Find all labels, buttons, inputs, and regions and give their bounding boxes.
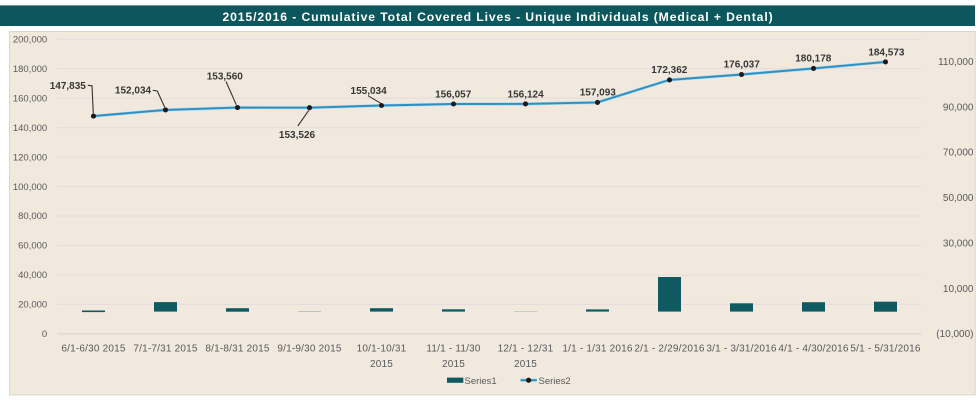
svg-text:153,560: 153,560 [207,71,244,82]
svg-text:70,000: 70,000 [943,148,974,159]
svg-text:140,000: 140,000 [13,123,47,134]
svg-text:2015: 2015 [370,359,393,370]
svg-text:2015/2016 - Cumulative Total C: 2015/2016 - Cumulative Total Covered Liv… [222,10,773,24]
svg-text:20,000: 20,000 [18,300,47,311]
svg-text:180,000: 180,000 [13,64,47,75]
svg-text:147,835: 147,835 [50,81,87,92]
svg-text:5/1 - 5/31/2016: 5/1 - 5/31/2016 [850,343,921,354]
svg-text:6/1-6/30 2015: 6/1-6/30 2015 [61,343,126,354]
svg-text:0: 0 [42,329,47,340]
svg-text:3/1 - 3/31/2016: 3/1 - 3/31/2016 [706,343,777,354]
svg-text:50,000: 50,000 [943,193,974,204]
svg-text:172,362: 172,362 [651,65,688,76]
svg-text:8/1-8/31 2015: 8/1-8/31 2015 [205,343,270,354]
svg-text:30,000: 30,000 [943,238,974,249]
svg-text:40,000: 40,000 [18,270,47,281]
svg-text:2/1 - 2/29/2016: 2/1 - 2/29/2016 [634,343,705,354]
svg-text:10,000: 10,000 [943,284,974,295]
svg-text:(10,000): (10,000) [936,329,973,340]
svg-text:160,000: 160,000 [13,93,47,104]
svg-text:184,573: 184,573 [868,48,905,59]
svg-text:180,178: 180,178 [795,54,832,65]
svg-text:156,057: 156,057 [435,89,472,100]
svg-text:90,000: 90,000 [943,102,974,113]
svg-text:Series1: Series1 [465,376,497,387]
svg-text:155,034: 155,034 [351,86,388,97]
svg-text:Series2: Series2 [539,376,571,387]
svg-text:157,093: 157,093 [580,88,617,99]
svg-text:156,124: 156,124 [508,89,545,100]
svg-text:153,526: 153,526 [279,130,316,141]
svg-text:152,034: 152,034 [115,86,152,97]
svg-text:110,000: 110,000 [938,57,974,68]
svg-text:2015: 2015 [514,359,537,370]
svg-text:7/1-7/31 2015: 7/1-7/31 2015 [133,343,198,354]
svg-text:60,000: 60,000 [18,241,47,252]
svg-text:10/1-10/31: 10/1-10/31 [357,343,407,354]
svg-text:9/1-9/30 2015: 9/1-9/30 2015 [277,343,342,354]
svg-text:2015: 2015 [442,359,465,370]
svg-text:11/1 - 11/30: 11/1 - 11/30 [426,343,481,354]
svg-text:176,037: 176,037 [724,60,761,71]
svg-text:4/1 - 4/30/2016: 4/1 - 4/30/2016 [778,343,849,354]
svg-text:80,000: 80,000 [18,211,47,222]
svg-text:12/1 - 12/31: 12/1 - 12/31 [498,343,554,354]
svg-text:100,000: 100,000 [13,182,47,193]
svg-text:1/1 - 1/31 2016: 1/1 - 1/31 2016 [562,343,633,354]
svg-text:120,000: 120,000 [13,152,47,163]
svg-text:200,000: 200,000 [13,34,47,45]
